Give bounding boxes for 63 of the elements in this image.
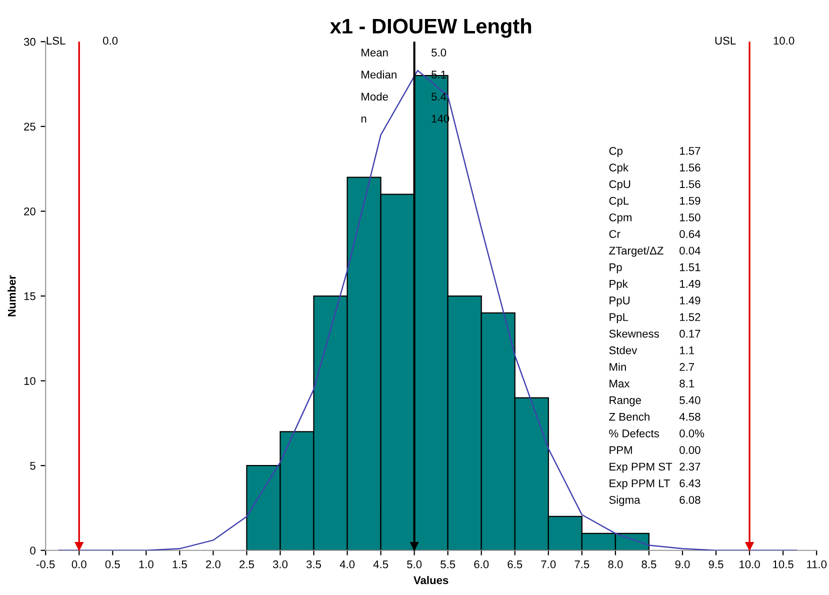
line-series: [58, 70, 798, 550]
annotation: 0.0: [103, 36, 118, 45]
annotation: Exp PPM LT 6.43: [610, 479, 700, 490]
x-tick-label: 8.0: [608, 560, 623, 568]
text: Cp 1.57: [609, 146, 700, 158]
x-tick-label: 6.5: [508, 560, 522, 568]
ref-line-label: USL: [715, 36, 736, 45]
x-tick-label: 2.0: [206, 560, 220, 568]
text: Range 5.40: [610, 396, 700, 406]
text: CpL 1.59: [609, 196, 700, 207]
x-tick-label: 4.5: [373, 560, 388, 568]
text: PpL 1.52: [610, 313, 700, 324]
text: PPM 0.00: [610, 446, 700, 454]
x-tick-label: 3.5: [306, 560, 322, 568]
y-tick-label: 10: [24, 377, 36, 385]
y-tick-label: 15: [24, 292, 36, 300]
x-axis-title: Values: [414, 576, 448, 584]
x-tick-label: 7.0: [541, 560, 556, 568]
text: Sigma 6.08: [609, 496, 700, 506]
x-tick-label: -0.5: [36, 560, 55, 568]
x-tick-label: 2.5: [240, 560, 254, 568]
text: Min 2.7: [610, 362, 694, 371]
text: CpU 1.56: [609, 180, 700, 190]
x-tick-label: 6.0: [474, 560, 489, 568]
chart-title: x1 - DIOUEW Length: [330, 18, 532, 38]
text: Skewness 0.17: [609, 329, 700, 338]
ref-line-label: LSL: [46, 36, 66, 45]
y-tick-label: 5: [30, 462, 36, 470]
text: Ppk 1.49: [610, 280, 700, 290]
text: Cpk 1.56: [609, 163, 700, 174]
x-tick-label: 3.0: [272, 560, 288, 568]
text: % Defects 0.0%: [609, 429, 704, 438]
x-tick-label: 5.0: [407, 560, 422, 568]
text: Mode 5.4: [362, 92, 446, 101]
annotation: 10.0: [774, 36, 794, 45]
x-tick-label: 8.5: [642, 560, 656, 568]
text: Mean 5.0: [362, 48, 446, 57]
x-tick-label: 0.5: [105, 560, 120, 568]
annotation: Exp PPM ST 2.37: [610, 462, 700, 473]
x-tick-label: 10.5: [773, 560, 794, 568]
text: ZTarget/ΔZ 0.04: [609, 246, 700, 257]
text: Stdev 1.1: [609, 346, 694, 354]
x-tick-label: 10.0: [740, 560, 760, 568]
y-tick-label: 25: [24, 122, 36, 131]
x-tick-label: 1.0: [139, 560, 154, 568]
y-tick-label: 30: [24, 38, 36, 46]
y-axis-title: Number: [8, 275, 16, 316]
text: Max 8.1: [610, 380, 694, 388]
x-tick-label: 1.5: [172, 560, 187, 568]
text: Cpm 1.50: [609, 213, 700, 224]
x-tick-label: 9.0: [675, 560, 690, 568]
x-tick-label: 9.5: [708, 560, 724, 568]
x-tick-label: 0.0: [72, 560, 86, 568]
text: Cr 0.64: [609, 230, 700, 238]
x-tick-label: 4.0: [340, 560, 355, 568]
x-tick-label: 7.5: [574, 560, 590, 568]
x-tick-label: 5.5: [440, 560, 456, 568]
text: Pp 1.51: [610, 263, 700, 274]
y-tick-label: 20: [24, 207, 36, 216]
text: Z Bench 4.58: [609, 412, 700, 421]
x-tick-label: 11.0: [807, 560, 827, 568]
text: PpU 1.49: [610, 296, 700, 307]
y-tick-label: 0: [30, 546, 36, 555]
